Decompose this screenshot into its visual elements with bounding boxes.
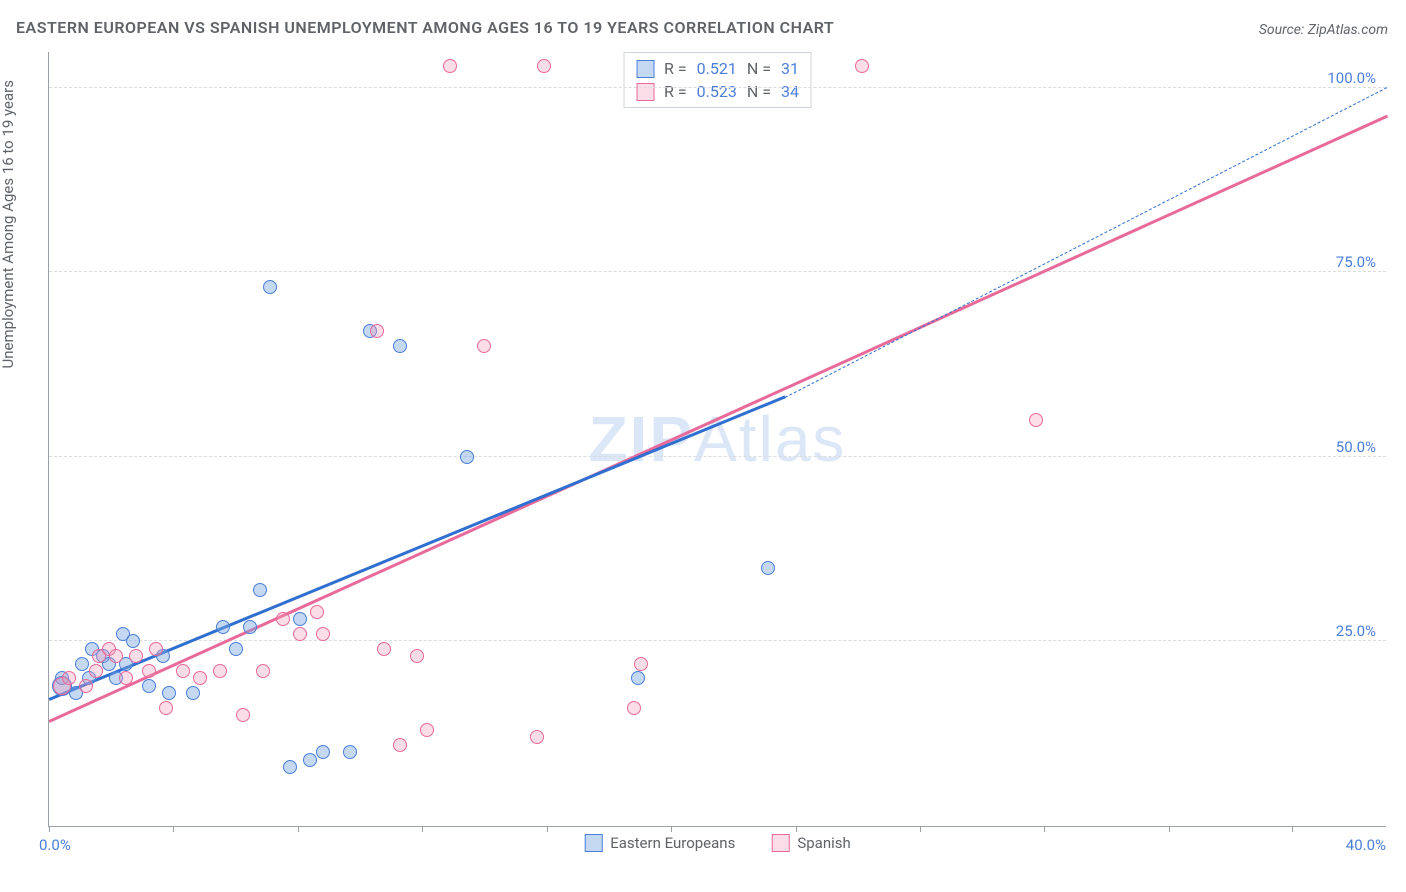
legend-series: Eastern Europeans Spanish — [584, 834, 851, 852]
y-tick-label: 100.0% — [1327, 69, 1376, 87]
scatter-point — [79, 679, 93, 693]
legend-n-value-pink: 34 — [781, 82, 799, 101]
scatter-point — [159, 701, 173, 715]
trend-line — [785, 87, 1388, 398]
legend-item-pink: Spanish — [771, 834, 850, 852]
gridline — [49, 87, 1386, 88]
legend-label-pink: Spanish — [797, 834, 850, 852]
scatter-point — [126, 634, 140, 648]
scatter-point — [1029, 413, 1043, 427]
source-attribution: Source: ZipAtlas.com — [1259, 22, 1388, 38]
scatter-point — [162, 686, 176, 700]
scatter-point — [634, 657, 648, 671]
scatter-point — [293, 612, 307, 626]
scatter-point — [253, 583, 267, 597]
gridline — [49, 456, 1386, 457]
y-tick-label: 75.0% — [1336, 253, 1376, 271]
scatter-point — [276, 612, 290, 626]
legend-item-blue: Eastern Europeans — [584, 834, 735, 852]
legend-label-blue: Eastern Europeans — [610, 834, 735, 852]
swatch-blue-icon — [584, 834, 602, 852]
scatter-point — [229, 642, 243, 656]
scatter-point — [393, 339, 407, 353]
legend-n-label: N = — [747, 59, 771, 78]
legend-n-value-blue: 31 — [781, 59, 799, 78]
scatter-point — [243, 620, 257, 634]
legend-r-value-blue: 0.521 — [697, 59, 737, 78]
gridline — [49, 640, 1386, 641]
watermark: ZIPAtlas — [589, 402, 847, 476]
watermark-light: Atlas — [694, 403, 846, 475]
scatter-point — [761, 561, 775, 575]
x-tick — [547, 826, 548, 832]
scatter-point — [62, 671, 76, 685]
x-tick — [1044, 826, 1045, 832]
scatter-point — [303, 753, 317, 767]
x-tick — [49, 826, 50, 832]
legend-correlation: R = 0.521 N = 31 R = 0.523 N = 34 — [623, 52, 812, 108]
legend-row-blue: R = 0.521 N = 31 — [636, 57, 799, 80]
swatch-pink-icon — [771, 834, 789, 852]
scatter-point — [119, 671, 133, 685]
scatter-point — [142, 664, 156, 678]
scatter-point — [530, 730, 544, 744]
scatter-point — [316, 627, 330, 641]
scatter-point — [377, 642, 391, 656]
scatter-point — [263, 280, 277, 294]
legend-row-pink: R = 0.523 N = 34 — [636, 80, 799, 103]
x-tick — [671, 826, 672, 832]
scatter-point — [75, 657, 89, 671]
scatter-point — [855, 59, 869, 73]
scatter-point — [283, 760, 297, 774]
scatter-point — [627, 701, 641, 715]
scatter-point — [420, 723, 434, 737]
x-axis-min-label: 0.0% — [39, 836, 71, 854]
scatter-point — [460, 450, 474, 464]
scatter-point — [193, 671, 207, 685]
gridline — [49, 271, 1386, 272]
scatter-point — [310, 605, 324, 619]
scatter-point — [176, 664, 190, 678]
scatter-point — [236, 708, 250, 722]
scatter-point — [343, 745, 357, 759]
scatter-point — [537, 59, 551, 73]
chart-container: EASTERN EUROPEAN VS SPANISH UNEMPLOYMENT… — [0, 0, 1406, 892]
scatter-point — [443, 59, 457, 73]
x-tick — [920, 826, 921, 832]
x-axis-max-label: 40.0% — [1346, 836, 1386, 854]
scatter-point — [109, 649, 123, 663]
scatter-point — [149, 642, 163, 656]
scatter-point — [316, 745, 330, 759]
legend-r-label: R = — [664, 59, 687, 78]
scatter-point — [213, 664, 227, 678]
plot-area: ZIPAtlas R = 0.521 N = 31 R = 0.523 N = … — [48, 52, 1386, 827]
x-tick — [173, 826, 174, 832]
x-tick — [422, 826, 423, 832]
scatter-point — [186, 686, 200, 700]
scatter-point — [370, 324, 384, 338]
legend-n-label: N = — [747, 82, 771, 101]
scatter-point — [129, 649, 143, 663]
scatter-point — [631, 671, 645, 685]
chart-title: EASTERN EUROPEAN VS SPANISH UNEMPLOYMENT… — [16, 18, 834, 37]
legend-r-value-pink: 0.523 — [697, 82, 737, 101]
x-tick — [1292, 826, 1293, 832]
scatter-point — [393, 738, 407, 752]
scatter-point — [89, 664, 103, 678]
scatter-point — [142, 679, 156, 693]
x-tick — [796, 826, 797, 832]
y-tick-label: 25.0% — [1336, 622, 1376, 640]
scatter-point — [256, 664, 270, 678]
swatch-blue-icon — [636, 60, 654, 78]
swatch-pink-icon — [636, 83, 654, 101]
y-axis-label: Unemployment Among Ages 16 to 19 years — [0, 80, 17, 368]
legend-r-label: R = — [664, 82, 687, 101]
scatter-point — [477, 339, 491, 353]
x-tick — [1169, 826, 1170, 832]
y-tick-label: 50.0% — [1336, 438, 1376, 456]
scatter-point — [216, 620, 230, 634]
x-tick — [298, 826, 299, 832]
scatter-point — [293, 627, 307, 641]
scatter-point — [410, 649, 424, 663]
